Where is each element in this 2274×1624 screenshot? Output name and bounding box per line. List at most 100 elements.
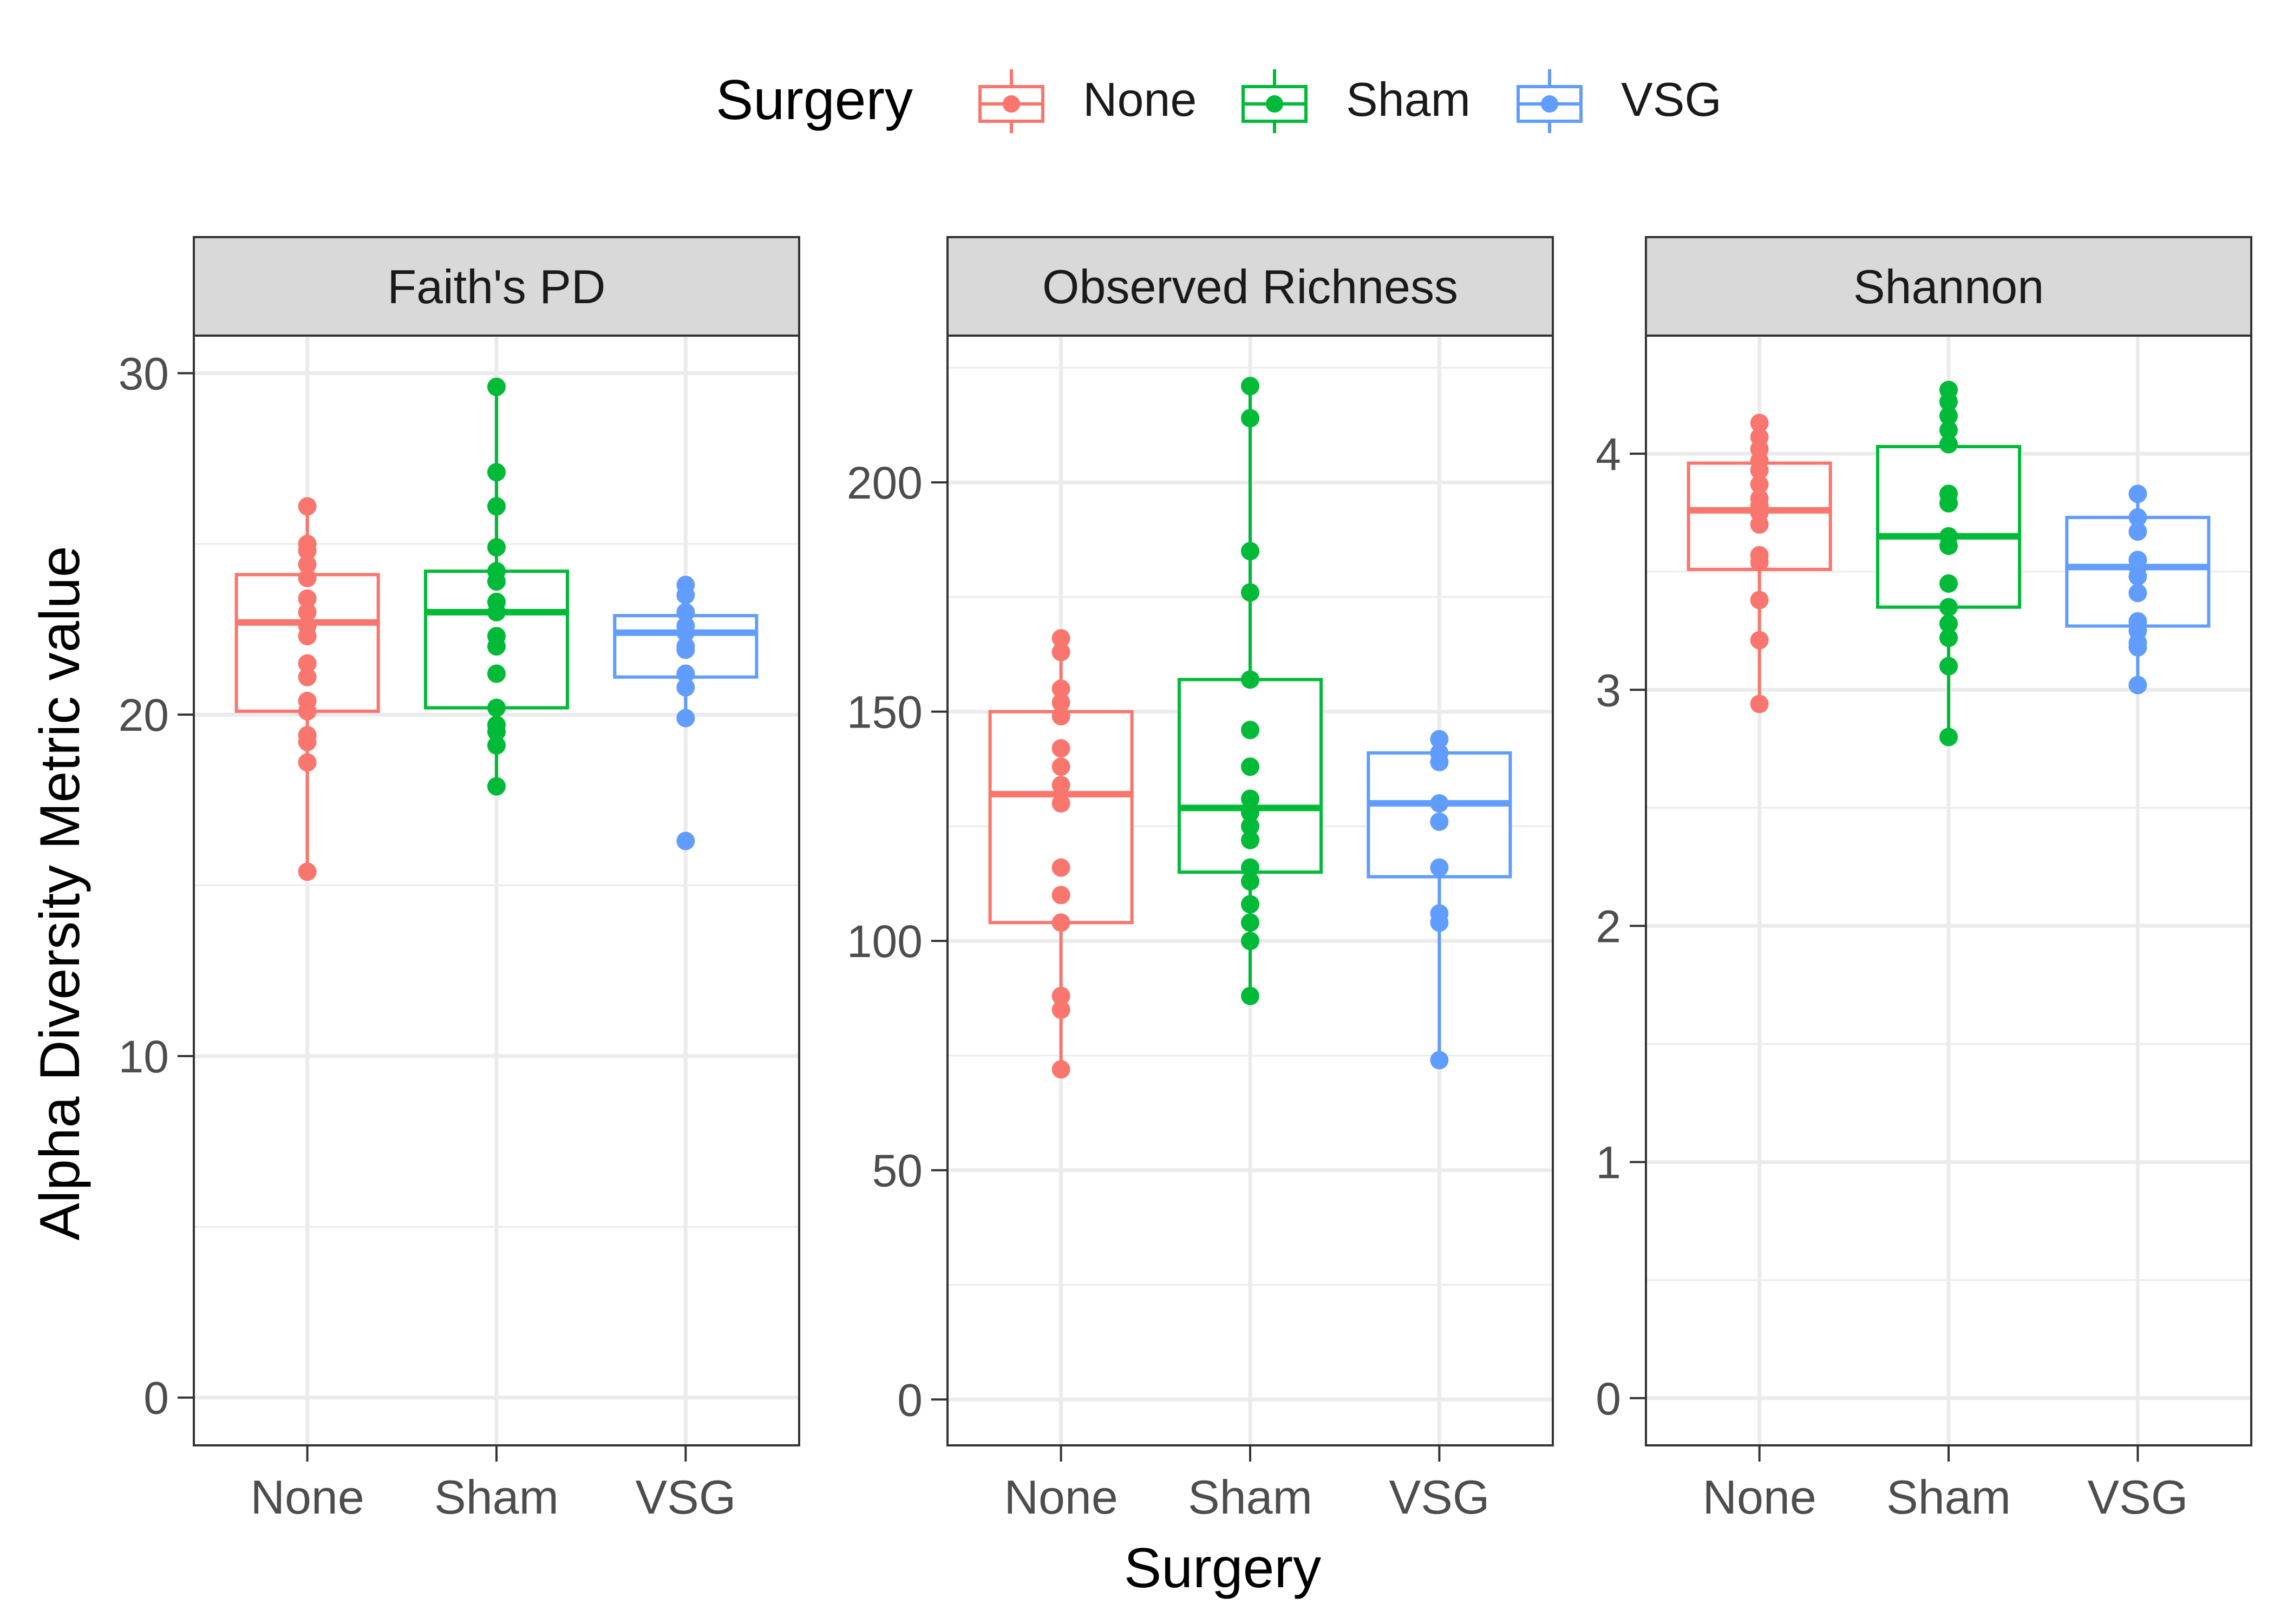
y-tick-label: 2 [1596,901,1621,952]
data-point [1051,707,1070,726]
data-point [2128,638,2147,657]
data-point [1241,789,1259,808]
data-point [298,732,317,751]
y-tick-label: 3 [1596,665,1621,716]
x-axis-title: Surgery [1124,1537,1321,1600]
legend-entry-sham: Sham [1241,69,1471,133]
y-tick-label: 20 [119,690,169,741]
y-tick-label: 50 [872,1145,923,1196]
data-point [1939,494,1958,513]
data-point [1051,739,1070,758]
data-point [1430,812,1449,831]
facet-strip [1645,236,2252,337]
data-point [1241,721,1259,739]
legend-label: VSG [1621,73,1722,126]
points-none [298,497,317,881]
data-point [487,698,506,717]
data-point [1051,858,1070,877]
data-point [1241,895,1259,914]
data-point [1750,553,1769,572]
legend-entry-none: None [978,69,1197,133]
x-tick-label: None [250,1470,364,1524]
data-point [298,555,317,574]
x-tick-label: Sham [434,1470,559,1524]
data-point [1430,1051,1449,1070]
data-point [676,640,695,659]
data-point [298,753,317,772]
points-vsg [676,575,695,850]
data-point [1051,757,1070,776]
box-iqr [1367,751,1512,879]
data-point [2128,508,2147,527]
facet-strip-label: Faith's PD [387,260,605,313]
data-point [487,377,506,396]
data-point [1939,536,1958,555]
y-tick-label: 150 [847,687,923,738]
facet-strip [193,236,800,337]
data-point [487,736,506,755]
data-point [1939,614,1958,633]
data-point [1750,515,1769,534]
y-tick-label: 0 [897,1374,923,1425]
points-sham [1939,381,1958,746]
data-point [1051,643,1070,662]
data-point [2128,522,2147,541]
y-tick-label: 0 [1596,1373,1621,1424]
data-point [2128,567,2147,586]
data-point [1430,913,1449,932]
data-point [1241,872,1259,891]
data-point [1430,858,1449,877]
data-point [676,831,695,850]
panel-observed-richness: Observed Richness 0 50 100 150 200 None Sham VSG [847,236,1554,1524]
data-point [1939,657,1958,676]
data-point [1939,392,1958,411]
x-tick-label: Sham [1886,1470,2011,1524]
data-point [1939,628,1958,647]
y-axis-title: Alpha Diversity Metric value [29,546,92,1240]
data-point [1750,695,1769,713]
y-tick-label: 0 [143,1373,169,1424]
data-point [487,538,506,557]
points-vsg [1430,730,1449,1070]
facet-strip [946,236,1554,337]
data-point [1051,776,1070,795]
data-point [1051,1000,1070,1019]
data-point [487,777,506,796]
data-point [1750,461,1769,480]
points-none [1750,414,1769,713]
data-point [1430,794,1449,813]
data-point [487,463,506,482]
x-tick-label: VSG [635,1470,736,1524]
data-point [298,589,317,608]
facet-strip-label: Shannon [1853,260,2044,313]
data-point [298,568,317,587]
data-point [1241,913,1259,932]
panel-faith-s-pd: Faith's PD 0 10 20 30 None Sham VSG [119,236,800,1524]
data-point [1241,986,1259,1005]
x-tick-label: VSG [1389,1470,1489,1524]
data-point [1939,407,1958,425]
points-sham [487,377,506,796]
data-point [1241,858,1259,877]
data-point [2128,584,2147,603]
data-point [676,678,695,697]
data-point [676,709,695,728]
y-tick-label: 30 [119,348,169,399]
data-point [1750,414,1769,433]
data-point [1241,409,1259,428]
data-point [1241,803,1259,822]
x-tick-label: VSG [2087,1470,2188,1524]
data-point [487,664,506,683]
data-point [1939,574,1958,593]
data-point [1051,1060,1070,1079]
data-point [487,722,506,741]
x-tick-label: Sham [1188,1470,1312,1524]
data-point [676,603,695,621]
data-point [298,541,317,560]
data-point [1241,542,1259,561]
data-point [1051,679,1070,698]
box-vsg [1367,739,1512,1060]
data-point [1241,817,1259,836]
data-point [1051,629,1070,648]
